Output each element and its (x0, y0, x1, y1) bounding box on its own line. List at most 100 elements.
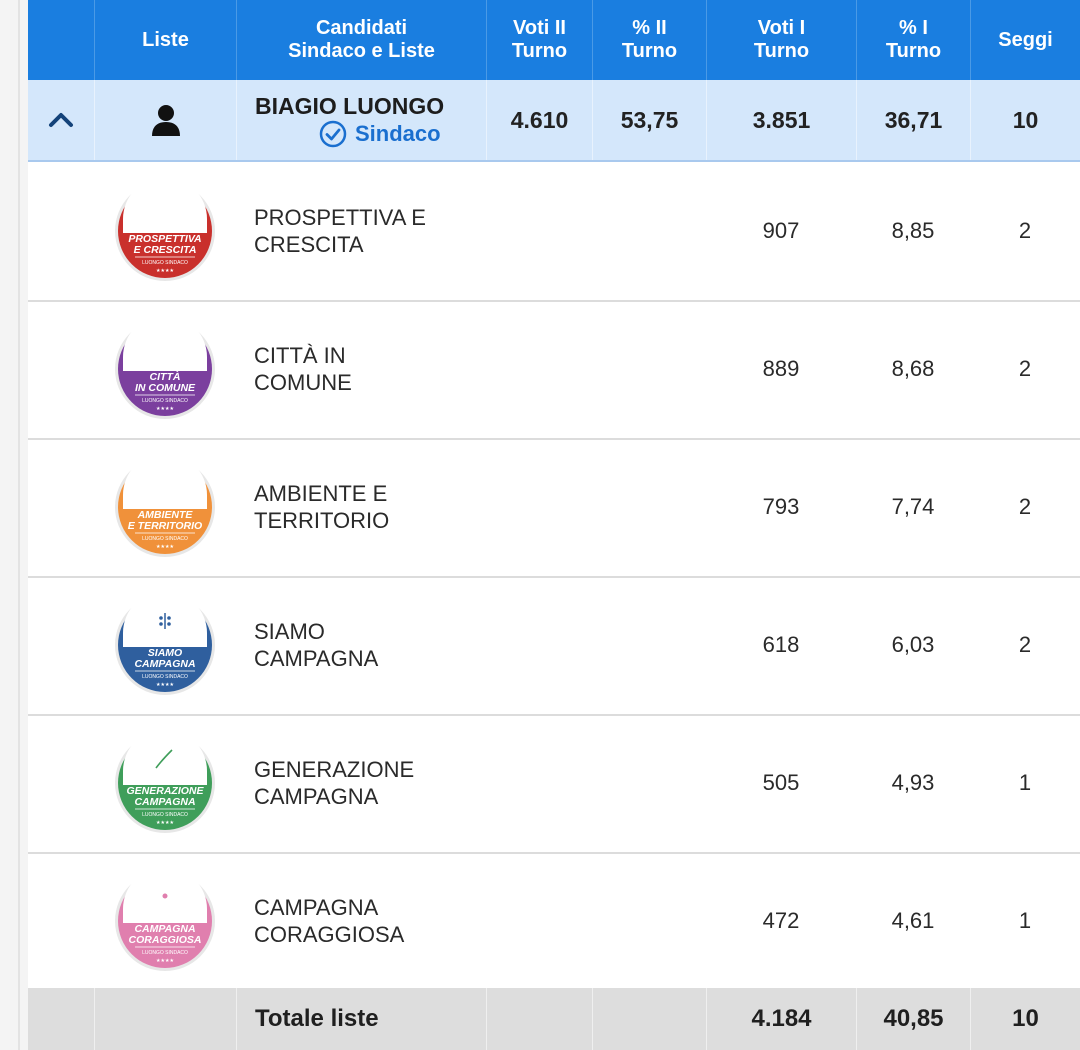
list-blank (28, 300, 94, 438)
totals-blank-4 (592, 988, 706, 1050)
totals-blank-1 (94, 988, 236, 1050)
totals-pct-i: 40,85 (856, 988, 970, 1050)
list-pct-ii (592, 438, 706, 576)
list-name: CAMPAGNA CORAGGIOSA (236, 852, 486, 990)
list-seggi: 2 (1018, 494, 1032, 519)
totals-row: Totale liste 4.184 40,85 10 (28, 988, 1080, 1050)
list-name-line1: SIAMO (254, 619, 325, 644)
header-expand (28, 0, 94, 80)
ladybug-icon (156, 607, 174, 629)
bell-icon (156, 194, 174, 217)
list-seggi: 1 (1018, 770, 1032, 795)
header-liste: Liste (94, 0, 236, 80)
totals-voti-i: 4.184 (706, 988, 856, 1050)
list-voti-i: 618 (762, 632, 800, 657)
list-name: GENERAZIONE CAMPAGNA (236, 714, 486, 852)
list-voti-i: 505 (762, 770, 800, 795)
header-voti-ii-turno: Voti II Turno (486, 0, 592, 80)
list-name-line1: CAMPAGNA (254, 895, 379, 920)
person-icon (151, 105, 180, 136)
flag-icon (157, 333, 174, 354)
sindaco-label: Sindaco (355, 121, 441, 146)
list-name-line1: AMBIENTE E (254, 481, 388, 506)
list-name-line2: CAMPAGNA (254, 784, 379, 809)
list-voti-i: 793 (762, 494, 800, 519)
logo-text-line2: E TERRITORIO (128, 520, 202, 532)
candidate-avatar (94, 80, 236, 160)
logo-text-line1: AMBIENTE (137, 509, 194, 521)
list-name-line1: PROSPETTIVA E (254, 205, 426, 230)
list-name-line2: CORAGGIOSA (254, 922, 405, 947)
logo-subtitle: LUONGO SINDACO (142, 674, 188, 680)
list-name-line2: CRESCITA (254, 232, 364, 257)
list-pct-i: 7,74 (891, 494, 935, 519)
list-logo-cell: GENERAZIONE CAMPAGNA LUONGO SINDACO ★★★★ (94, 714, 236, 852)
list-blank (28, 438, 94, 576)
logo-text-line1: CITTÀ (150, 370, 181, 383)
list-logo-cell: CITTÀ IN COMUNE LUONGO SINDACO ★★★★ (94, 300, 236, 438)
results-table: Liste Candidati Sindaco e Liste Voti II … (28, 0, 1080, 1050)
list-name-line2: TERRITORIO (254, 508, 390, 533)
logo-subtitle: LUONGO SINDACO (142, 398, 188, 404)
totals-blank-3 (486, 988, 592, 1050)
logo-text-line2: CORAGGIOSA (129, 934, 202, 946)
logo-subtitle: LUONGO SINDACO (142, 812, 188, 818)
header-candidati: Candidati Sindaco e Liste (236, 0, 486, 80)
logo-stars: ★★★★ (156, 958, 174, 964)
list-logo-cell: CAMPAGNA CORAGGIOSA LUONGO SINDACO ★★★★ (94, 852, 236, 990)
logo-stars: ★★★★ (156, 406, 174, 412)
list-blank (28, 162, 94, 300)
list-voti-ii (486, 162, 592, 300)
list-name: CITTÀ IN COMUNE (236, 300, 486, 438)
list-pct-i: 4,93 (891, 770, 935, 795)
logo-stars: ★★★★ (156, 820, 174, 826)
logo-text-line2: IN COMUNE (135, 382, 196, 394)
list-voti-ii (486, 438, 592, 576)
header-pct-i-turno: % I Turno (856, 0, 970, 80)
list-logo-cell: AMBIENTE E TERRITORIO LUONGO SINDACO ★★★★ (94, 438, 236, 576)
list-voti-i: 907 (762, 218, 800, 243)
list-item: GENERAZIONE CAMPAGNA LUONGO SINDACO ★★★★ GEN… (28, 714, 1080, 854)
logo-text-line2: CAMPAGNA (134, 658, 195, 670)
totals-label: Totale liste (236, 988, 486, 1050)
list-seggi: 2 (1018, 632, 1032, 657)
list-seggi: 2 (1018, 218, 1032, 243)
list-name: SIAMO CAMPAGNA (236, 576, 486, 714)
list-blank (28, 576, 94, 714)
list-blank (28, 852, 94, 990)
left-gutter (0, 0, 28, 1050)
candidate-row[interactable]: BIAGIO LUONGO Sindaco 4.610 53,75 3.851 … (28, 80, 1080, 162)
list-pct-ii (592, 714, 706, 852)
logo-text-line1: CAMPAGNA (134, 923, 195, 935)
logo-subtitle: LUONGO SINDACO (142, 950, 188, 956)
candidate-seggi: 10 (970, 80, 1080, 160)
logo-text-line1: SIAMO (148, 647, 182, 659)
list-name-line2: COMUNE (254, 370, 352, 395)
list-blank (28, 714, 94, 852)
list-pct-i: 6,03 (891, 632, 935, 657)
list-item: CITTÀ IN COMUNE LUONGO SINDACO ★★★★ CITTÀ IN… (28, 300, 1080, 440)
list-item: AMBIENTE E TERRITORIO LUONGO SINDACO ★★★★ AM… (28, 438, 1080, 578)
logo-text-line1: PROSPETTIVA (128, 233, 201, 245)
list-name-line2: CAMPAGNA (254, 646, 379, 671)
check-circle-icon (319, 120, 347, 148)
logo-subtitle: LUONGO SINDACO (142, 536, 188, 542)
list-voti-ii (486, 714, 592, 852)
logo-text-line2: CAMPAGNA (134, 796, 195, 808)
header-pct-ii-turno: % II Turno (592, 0, 706, 80)
list-item: CAMPAGNA CORAGGIOSA LUONGO SINDACO ★★★★ CAMP… (28, 852, 1080, 992)
header-seggi: Seggi (970, 0, 1080, 80)
totals-blank-0 (28, 988, 94, 1050)
table-header: Liste Candidati Sindaco e Liste Voti II … (28, 0, 1080, 82)
list-seggi: 2 (1018, 356, 1032, 381)
logo-stars: ★★★★ (156, 682, 174, 688)
list-voti-i: 889 (762, 356, 800, 381)
collapse-button[interactable] (28, 80, 94, 160)
list-pct-i: 8,85 (891, 218, 935, 243)
list-name: PROSPETTIVA E CRESCITA (236, 162, 486, 300)
logo-text-line1: GENERAZIONE (126, 785, 204, 797)
